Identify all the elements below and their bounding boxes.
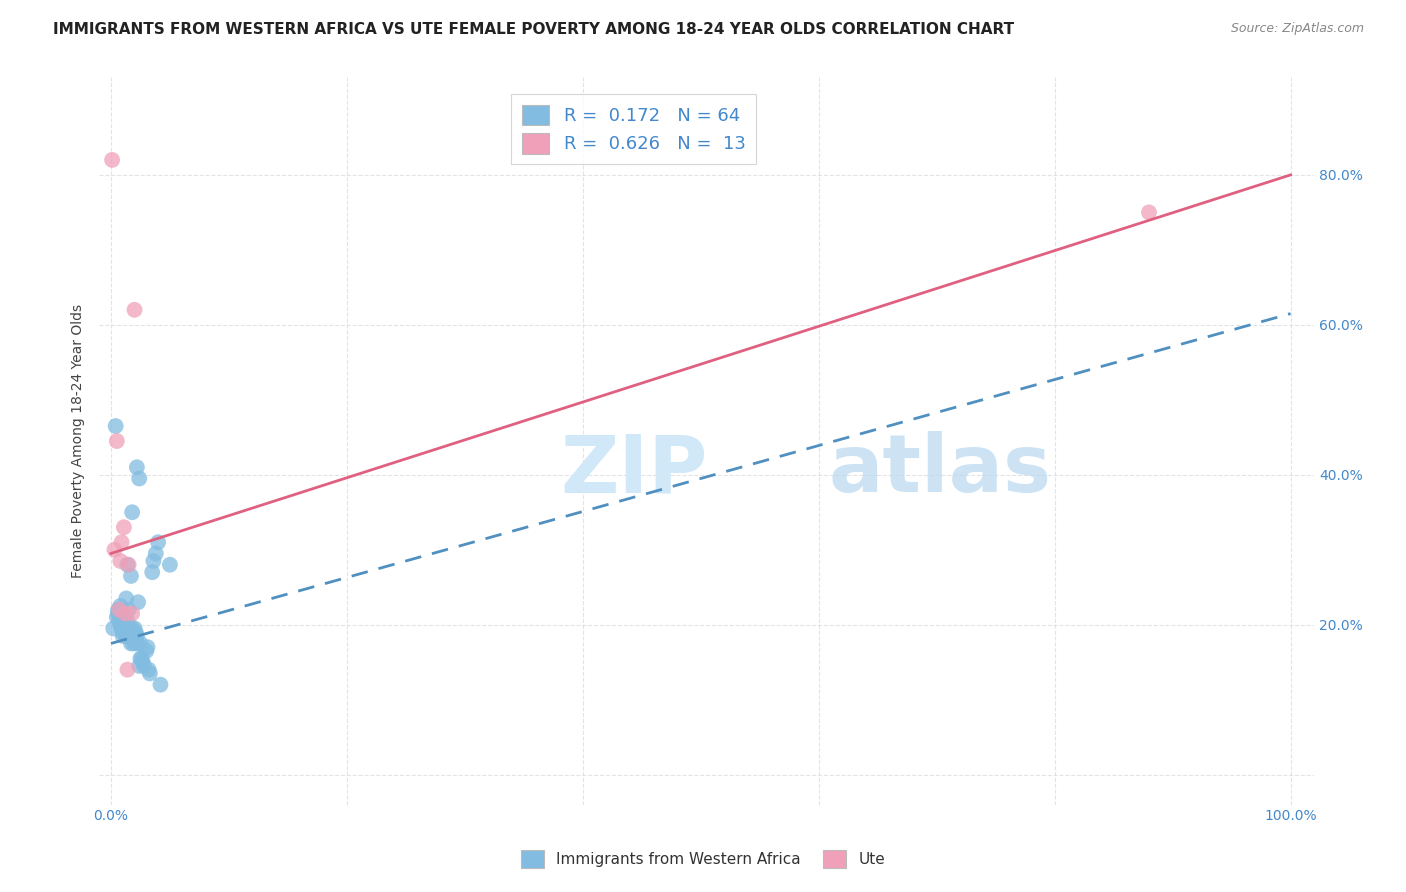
Point — [110, 617, 132, 632]
Point — [142, 554, 165, 568]
Point — [103, 542, 125, 557]
Point — [141, 566, 163, 580]
Point — [111, 625, 134, 640]
Point — [117, 614, 139, 628]
Point — [110, 607, 132, 621]
Point — [125, 625, 148, 640]
Point — [149, 678, 172, 692]
Point — [110, 554, 132, 568]
Point — [120, 569, 142, 583]
Point — [138, 663, 160, 677]
Point — [118, 629, 141, 643]
Point — [122, 629, 145, 643]
Point — [104, 419, 127, 434]
Point — [136, 640, 159, 655]
Y-axis label: Female Poverty Among 18-24 Year Olds: Female Poverty Among 18-24 Year Olds — [72, 304, 86, 578]
Point — [145, 546, 167, 560]
Point — [114, 607, 136, 621]
Point — [117, 663, 139, 677]
Point — [108, 607, 131, 621]
Point — [110, 622, 132, 636]
Point — [129, 636, 152, 650]
Point — [108, 614, 131, 628]
Point — [124, 302, 146, 317]
Point — [159, 558, 181, 572]
Point — [121, 632, 143, 647]
Point — [120, 636, 142, 650]
Point — [111, 617, 134, 632]
Point — [111, 629, 134, 643]
Point — [125, 636, 148, 650]
Point — [125, 460, 148, 475]
Point — [124, 629, 146, 643]
Point — [110, 610, 132, 624]
Point — [115, 629, 138, 643]
Point — [114, 617, 136, 632]
Text: IMMIGRANTS FROM WESTERN AFRICA VS UTE FEMALE POVERTY AMONG 18-24 YEAR OLDS CORRE: IMMIGRANTS FROM WESTERN AFRICA VS UTE FE… — [53, 22, 1015, 37]
Point — [128, 471, 150, 485]
Point — [117, 622, 139, 636]
Point — [125, 629, 148, 643]
Point — [146, 535, 169, 549]
Point — [132, 659, 155, 673]
Text: atlas: atlas — [828, 431, 1052, 509]
Point — [121, 505, 143, 519]
Point — [131, 651, 153, 665]
Text: Source: ZipAtlas.com: Source: ZipAtlas.com — [1230, 22, 1364, 36]
Point — [111, 610, 134, 624]
Point — [110, 535, 132, 549]
Point — [127, 595, 149, 609]
Point — [108, 603, 131, 617]
Point — [129, 651, 152, 665]
Point — [110, 599, 132, 613]
Point — [105, 434, 128, 448]
Point — [110, 617, 132, 632]
Point — [132, 655, 155, 669]
Point — [117, 603, 139, 617]
Point — [115, 591, 138, 606]
Point — [139, 666, 162, 681]
Point — [107, 607, 129, 621]
Legend: Immigrants from Western Africa, Ute: Immigrants from Western Africa, Ute — [515, 844, 891, 873]
Point — [117, 558, 139, 572]
Point — [128, 659, 150, 673]
Point — [103, 622, 125, 636]
Point — [114, 607, 136, 621]
Point — [112, 610, 135, 624]
Point — [105, 610, 128, 624]
Point — [121, 622, 143, 636]
Point — [114, 625, 136, 640]
Point — [117, 625, 139, 640]
Point — [107, 603, 129, 617]
Point — [112, 622, 135, 636]
Point — [122, 636, 145, 650]
Point — [124, 622, 146, 636]
Text: ZIP: ZIP — [561, 431, 709, 509]
Point — [101, 153, 124, 167]
Point — [112, 520, 135, 534]
Point — [117, 558, 139, 572]
Legend: R =  0.172   N = 64, R =  0.626   N =  13: R = 0.172 N = 64, R = 0.626 N = 13 — [512, 94, 756, 164]
Point — [135, 644, 157, 658]
Point — [121, 607, 143, 621]
Point — [125, 632, 148, 647]
Point — [118, 622, 141, 636]
Point — [1137, 205, 1160, 219]
Point — [115, 622, 138, 636]
